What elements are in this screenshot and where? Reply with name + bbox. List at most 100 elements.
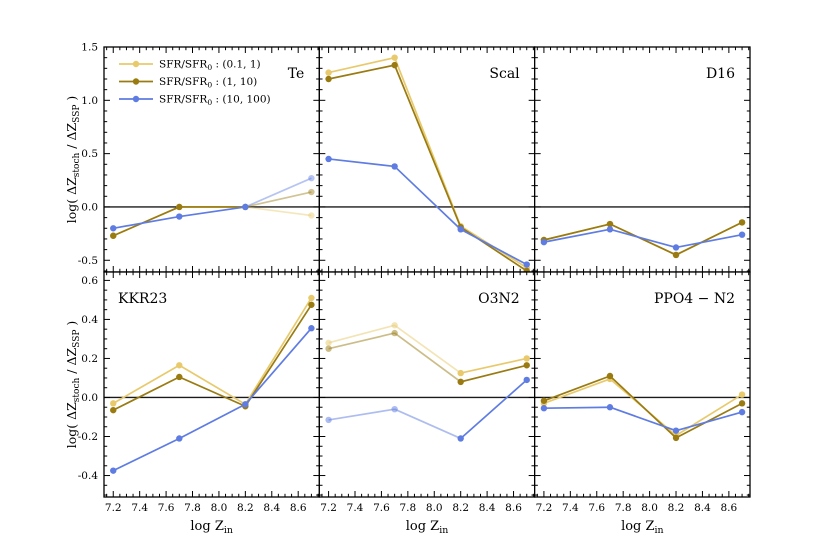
- legend-label: SFR/SFR0 : (10, 100): [159, 94, 271, 108]
- x-tick-label: 8.2: [237, 502, 254, 514]
- data-point: [110, 400, 117, 407]
- data-point: [540, 405, 548, 412]
- axis-labels: log Zin log Zin log Zin log( ΔZstoch / ΔZSS…: [64, 96, 664, 536]
- x-axis-label: log Zin: [406, 519, 449, 536]
- data-point: [606, 226, 614, 233]
- y-tick-label: -0.4: [78, 470, 99, 482]
- y-axis-label: log( ΔZstoch / ΔZSSP ): [64, 96, 82, 224]
- data-point: [176, 435, 183, 442]
- data-point: [738, 391, 746, 398]
- panel-title: D16: [706, 66, 735, 82]
- data-point: [457, 226, 464, 233]
- x-tick-label: 7.2: [320, 502, 337, 514]
- legend-item-blue: SFR/SFR0 : (10, 100): [119, 94, 271, 108]
- panel-PPO4N2: PPO4 − N2: [534, 271, 751, 498]
- y-tick-label: 1.0: [81, 95, 98, 107]
- legend-label: SFR/SFR0 : (0.1, 1): [159, 59, 261, 73]
- data-point: [308, 325, 315, 332]
- data-point: [176, 213, 183, 220]
- x-tick-label: 7.4: [562, 502, 579, 514]
- x-tick-label: 8.0: [211, 502, 228, 514]
- legend-marker: [132, 95, 140, 103]
- data-point: [308, 212, 315, 219]
- x-tick-label: 8.6: [721, 502, 738, 514]
- x-tick-label: 8.6: [290, 502, 307, 514]
- series-blue: [540, 404, 746, 434]
- data-point: [672, 251, 680, 259]
- panel-title: Scal: [489, 66, 520, 82]
- data-point: [738, 400, 746, 407]
- data-point: [523, 362, 530, 369]
- data-point: [457, 435, 464, 442]
- data-point: [176, 373, 183, 381]
- data-point: [325, 75, 332, 83]
- x-tick-label: 8.0: [426, 502, 443, 514]
- data-point: [457, 369, 464, 377]
- legend-item-yellow: SFR/SFR0 : (0.1, 1): [119, 59, 261, 73]
- x-tick-label: 7.6: [373, 502, 390, 514]
- series-gold: [325, 329, 530, 386]
- data-point: [540, 397, 548, 404]
- data-point: [606, 404, 614, 411]
- x-tick-label: 8.4: [479, 502, 496, 514]
- data-point: [325, 416, 332, 424]
- legend-label: SFR/SFR0 : (1, 10): [159, 76, 257, 90]
- x-axis-label: log Zin: [621, 519, 664, 536]
- x-tick-label: 7.2: [536, 502, 553, 514]
- data-point: [457, 378, 464, 386]
- x-tick-label: 8.4: [694, 502, 711, 514]
- y-tick-label: 0.2: [81, 353, 98, 365]
- x-tick-label: 7.8: [399, 502, 416, 514]
- panel-title: KKR23: [118, 291, 167, 307]
- data-point: [325, 345, 332, 352]
- x-tick-label: 7.2: [105, 502, 122, 514]
- data-point: [242, 203, 249, 211]
- y-tick-label: 0.0: [81, 201, 98, 213]
- series-yellow: [325, 322, 530, 377]
- x-tick-label: 8.2: [668, 502, 685, 514]
- data-point: [325, 339, 332, 347]
- panel-Scal: Scal: [318, 46, 536, 275]
- panel-title: PPO4 − N2: [654, 291, 735, 307]
- series-blue: [540, 226, 746, 251]
- x-tick-label: 7.6: [158, 502, 175, 514]
- data-point: [738, 219, 746, 226]
- series-blue: [325, 155, 530, 268]
- data-point: [308, 301, 315, 308]
- x-tick-label: 7.8: [184, 502, 201, 514]
- data-point: [242, 401, 249, 408]
- legend-marker: [132, 78, 140, 85]
- data-point: [738, 231, 746, 238]
- series-blue: [110, 174, 315, 232]
- panel-O3N2: O3N2: [318, 271, 536, 498]
- data-point: [672, 244, 680, 251]
- x-tick-label: 7.4: [347, 502, 364, 514]
- tick-labels: 7.2 7.4 7.6 7.8 8.0 8.2 8.4 8.6 7.2 7.4 7.6 7.8 8.0 8…: [78, 42, 738, 515]
- data-point: [391, 163, 398, 170]
- data-point: [391, 329, 398, 337]
- series-gold: [540, 219, 746, 259]
- data-point: [672, 427, 680, 434]
- y-tick-label: 0.0: [81, 392, 98, 404]
- x-tick-label: 8.6: [505, 502, 522, 514]
- y-tick-label: -0.5: [78, 255, 98, 267]
- data-point: [523, 355, 530, 362]
- data-point: [308, 174, 315, 182]
- data-point: [391, 54, 398, 61]
- data-point: [176, 362, 183, 369]
- data-point: [176, 203, 183, 211]
- x-tick-label: 7.6: [588, 502, 605, 514]
- data-point: [672, 434, 680, 442]
- panel-KKR23: KKR23: [103, 271, 320, 498]
- x-tick-label: 8.4: [263, 502, 280, 514]
- panel-title: O3N2: [478, 291, 520, 307]
- data-point: [540, 238, 548, 246]
- y-tick-label: 0.4: [81, 314, 98, 326]
- x-tick-label: 8.2: [452, 502, 469, 514]
- data-point: [325, 69, 332, 76]
- data-point: [110, 406, 117, 414]
- legend-marker: [132, 60, 140, 68]
- y-axis-label: log( ΔZstoch / ΔZSSP ): [64, 321, 82, 449]
- series-blue: [325, 376, 530, 442]
